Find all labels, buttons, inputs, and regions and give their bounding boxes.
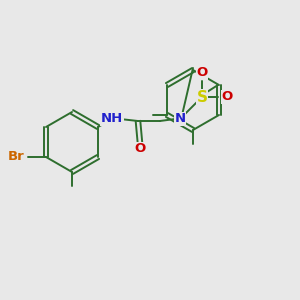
Text: Br: Br xyxy=(8,151,24,164)
Text: NH: NH xyxy=(101,112,123,125)
Text: O: O xyxy=(134,142,146,155)
Text: O: O xyxy=(221,91,233,103)
Text: S: S xyxy=(196,89,208,104)
Text: O: O xyxy=(196,67,208,80)
Text: N: N xyxy=(174,112,185,125)
